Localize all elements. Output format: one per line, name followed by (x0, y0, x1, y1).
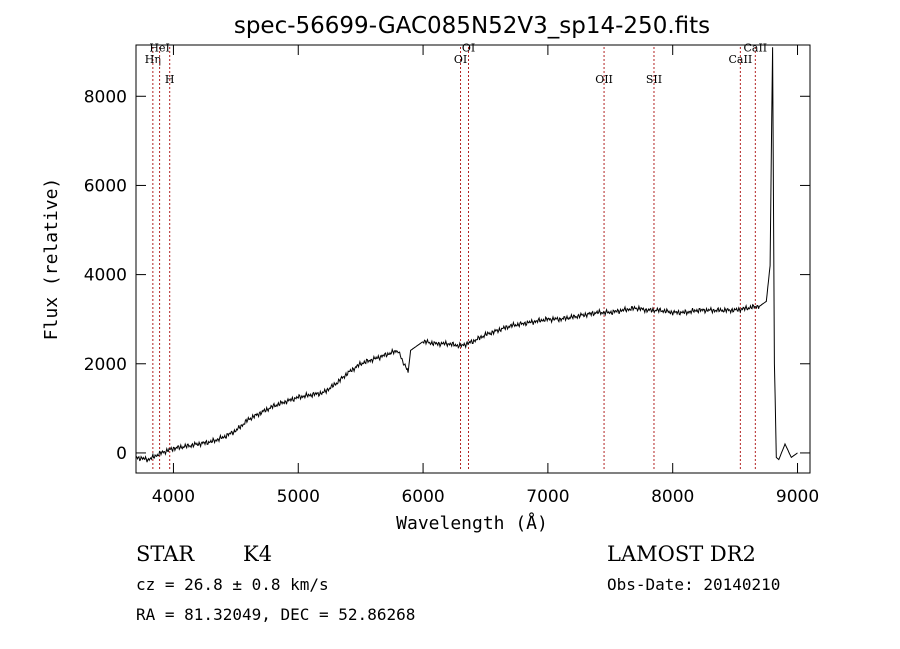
coordinates: RA = 81.32049, DEC = 52.86268 (136, 605, 415, 624)
spectral-line-label-0: Hη (145, 53, 161, 66)
x-axis-label: Wavelength (Å) (396, 512, 548, 534)
spectral-line-label-1: HeI (149, 42, 169, 55)
redshift-cz: cz = 26.8 ± 0.8 km/s (136, 575, 329, 594)
object-subclass: K4 (243, 542, 272, 566)
spectral-line-label-6: SII (646, 73, 662, 86)
x-tick-label-2: 6000 (401, 487, 444, 507)
x-tick-label-3: 7000 (526, 487, 569, 507)
x-tick-label-0: 4000 (152, 487, 195, 507)
y-tick-label-2: 4000 (84, 266, 127, 286)
y-tick-label-4: 8000 (84, 87, 127, 107)
x-tick-label-5: 9000 (776, 487, 819, 507)
plot-frame (135, 44, 811, 474)
obs-date: Obs-Date: 20140210 (607, 575, 780, 594)
spectral-line-label-3: OI (454, 53, 467, 66)
y-tick-label-3: 6000 (84, 176, 127, 196)
spectral-line-label-5: OII (595, 73, 613, 86)
x-tick-label-1: 5000 (277, 487, 320, 507)
axes: 4000 5000 6000 7000 8000 9000 0 2000 4000 6000 800… (84, 45, 819, 507)
chart-title: spec-56699-GAC085N52V3_sp14-250.fits (234, 13, 710, 39)
spectrum-line (135, 47, 798, 463)
spectral-line-label-2: H (165, 73, 175, 86)
spectral-line-label-7: CaII (729, 53, 753, 66)
y-tick-label-0: 0 (116, 444, 127, 464)
y-axis-label: Flux (relative) (41, 178, 62, 341)
spectral-line-label-8: CaII (743, 42, 767, 55)
x-tick-label-4: 8000 (651, 487, 694, 507)
survey-name: LAMOST DR2 (607, 542, 756, 566)
y-tick-label-1: 2000 (84, 355, 127, 375)
object-class: STAR (136, 542, 195, 566)
spectral-line-label-4: OI (462, 42, 475, 55)
